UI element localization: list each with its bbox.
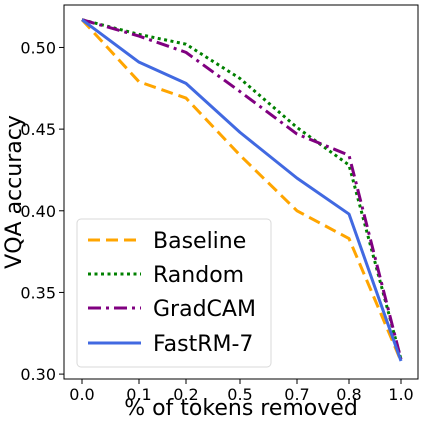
x-axis-label: % of tokens removed (124, 396, 358, 421)
legend-items: Baseline Random GradCAM FastRM-7 (88, 229, 256, 357)
x-tick-label: 1.0 (388, 385, 413, 404)
series-line-gradcam (81, 18, 403, 360)
legend-label: Random (153, 263, 244, 288)
y-tick-label: 0.35 (20, 283, 56, 302)
legend-box (76, 218, 272, 368)
x-axis: 0.0 0.1 0.2 0.5 0.7 0.8 1.0 (69, 379, 414, 404)
x-tick-label: 0.2 (173, 385, 198, 404)
x-tick-label: 0.7 (284, 385, 309, 404)
legend-label: FastRM-7 (153, 332, 253, 357)
legend-label: GradCAM (153, 297, 256, 322)
x-tick-label: 0.5 (227, 385, 252, 404)
y-tick-label: 0.50 (20, 38, 56, 57)
series-layer (80, 18, 403, 362)
x-tick-label: 0.1 (126, 385, 151, 404)
x-tick-label: 0.8 (336, 385, 361, 404)
plot-frame (63, 4, 419, 380)
series-line-random (81, 18, 403, 360)
y-tick-label: 0.30 (20, 365, 56, 384)
y-tick-label: 0.40 (20, 202, 56, 221)
series-line-fastrm-7 (81, 18, 403, 362)
y-axis-label: VQA accuracy (2, 115, 27, 269)
legend: Baseline Random GradCAM FastRM-7 (76, 218, 272, 368)
legend-label: Baseline (153, 229, 246, 254)
y-tick-label: 0.45 (20, 120, 56, 139)
x-tick-label: 0.0 (69, 385, 94, 404)
series-line-baseline (80, 18, 403, 362)
y-axis: 0.30 0.35 0.40 0.45 0.50 (20, 38, 64, 384)
